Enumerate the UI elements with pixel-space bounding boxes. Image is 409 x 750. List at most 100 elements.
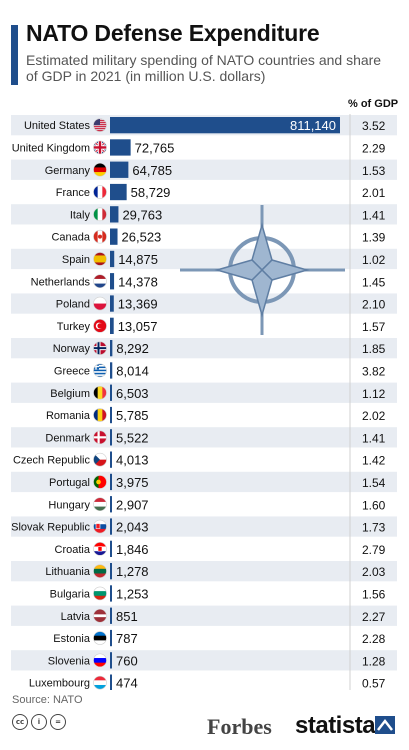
bar [110, 429, 112, 446]
gdp-share-label: 2.10 [362, 298, 386, 312]
row-band [11, 159, 397, 180]
gdp-column-header: % of GDP [348, 98, 399, 110]
bar [110, 451, 112, 468]
creative-commons-icon: cc [12, 714, 28, 730]
chart-row: Germany 64,785 1.53 [45, 161, 386, 178]
category-label: United States [24, 120, 91, 132]
gdp-share-label: 1.54 [362, 476, 386, 490]
bar [110, 585, 112, 602]
bar [110, 674, 112, 690]
value-label: 1,278 [116, 564, 149, 579]
bar [110, 295, 114, 312]
value-label: 26,523 [122, 230, 162, 245]
value-label: 851 [116, 609, 138, 624]
row-band [11, 204, 397, 225]
flag-icon-bg [93, 586, 107, 601]
bar [110, 117, 340, 134]
chart-row: Croatia 1,846 2.79 [55, 540, 386, 557]
gdp-share-label: 3.82 [362, 364, 386, 378]
gdp-share-label: 1.42 [362, 454, 386, 468]
value-label: 811,140 [290, 118, 336, 133]
flag-icon-nl [93, 274, 107, 289]
gdp-share-label: 2.79 [362, 543, 386, 557]
bar [110, 473, 112, 491]
gdp-share-label: 1.45 [362, 275, 386, 289]
no-derivatives-icon: = [50, 714, 66, 730]
category-label: United Kingdom [12, 142, 90, 154]
gdp-share-label: 1.12 [362, 387, 386, 401]
category-label: Luxembourg [29, 678, 90, 690]
chart-row: Spain 14,875 1.02 [62, 250, 386, 268]
bar [110, 629, 112, 647]
flag-icon-es [93, 252, 107, 266]
chart-row: Lithuania 1,278 2.03 [45, 563, 386, 580]
flag-icon-lv [93, 608, 107, 623]
category-label: Turkey [57, 321, 91, 333]
statista-logo: statista [295, 712, 376, 739]
category-label: Estonia [53, 633, 91, 645]
bar [110, 518, 112, 535]
flag-icon-pt [93, 475, 107, 489]
bar [110, 340, 113, 357]
flag-icon-hu [93, 497, 107, 512]
flag-icon-tr [93, 319, 107, 333]
category-label: Spain [62, 254, 90, 266]
chart-row: Czech Republic 4,013 1.42 [13, 451, 386, 468]
bar [110, 183, 127, 201]
chart-row: Belgium 6,503 1.12 [50, 384, 386, 401]
gdp-share-label: 1.57 [362, 320, 386, 334]
gdp-share-label: 2.03 [362, 565, 386, 579]
category-label: Norway [53, 343, 91, 355]
chart-row: Latvia 851 2.27 [61, 607, 386, 624]
chart-row: Luxembourg 474 0.57 [29, 674, 386, 690]
chart-row: Bulgaria 1,253 1.56 [50, 585, 386, 602]
gdp-share-label: 1.73 [362, 521, 386, 535]
statista-mark-icon [375, 716, 395, 734]
category-label: Poland [56, 299, 90, 311]
value-label: 1,253 [116, 586, 149, 601]
bar [110, 563, 112, 580]
bar [110, 362, 113, 379]
flag-icon-ee [93, 631, 107, 645]
flag-icon-fr [93, 185, 107, 199]
bar [110, 317, 114, 334]
chart-row: Norway 8,292 1.85 [53, 340, 386, 357]
flag-icon-cz [93, 452, 107, 467]
category-label: Belgium [50, 388, 90, 400]
category-label: Portugal [49, 477, 90, 489]
flag-icon-pl [93, 296, 107, 311]
category-label: Lithuania [45, 566, 91, 578]
flag-icon-it [93, 207, 107, 222]
value-label: 13,369 [118, 297, 158, 312]
bar [110, 607, 112, 624]
bar [110, 496, 112, 513]
row-band [11, 338, 397, 359]
bar [110, 161, 129, 178]
row-band [11, 516, 397, 537]
flag-icon-us [93, 118, 107, 132]
value-label: 29,763 [122, 207, 162, 222]
value-label: 8,014 [116, 363, 149, 378]
gdp-share-label: 1.60 [362, 498, 386, 512]
category-label: Slovenia [48, 655, 91, 667]
flag-icon-gb [93, 140, 107, 155]
value-label: 5,522 [116, 430, 149, 445]
value-label: 4,013 [116, 453, 149, 468]
value-label: 14,378 [118, 274, 158, 289]
category-label: Croatia [55, 544, 91, 556]
flag-icon-be [93, 385, 107, 400]
row-band [11, 248, 397, 270]
bar-chart: United States 811,140 3.52 United Kingdom 72… [11, 114, 397, 690]
chart-row: Netherlands 14,378 1.45 [31, 273, 386, 290]
gdp-share-label: 3.52 [362, 119, 386, 133]
attribution-icon: i [31, 714, 47, 730]
value-label: 474 [116, 676, 138, 690]
flag-icon-ca [93, 229, 107, 244]
flag-icon-hr [93, 542, 107, 556]
gdp-share-label: 1.56 [362, 587, 386, 601]
chart-row: United States 811,140 3.52 [24, 117, 386, 134]
category-label: Bulgaria [50, 588, 91, 600]
category-label: Latvia [61, 611, 91, 623]
flag-icon-ro [93, 408, 107, 422]
gdp-share-label: 0.57 [362, 677, 386, 690]
